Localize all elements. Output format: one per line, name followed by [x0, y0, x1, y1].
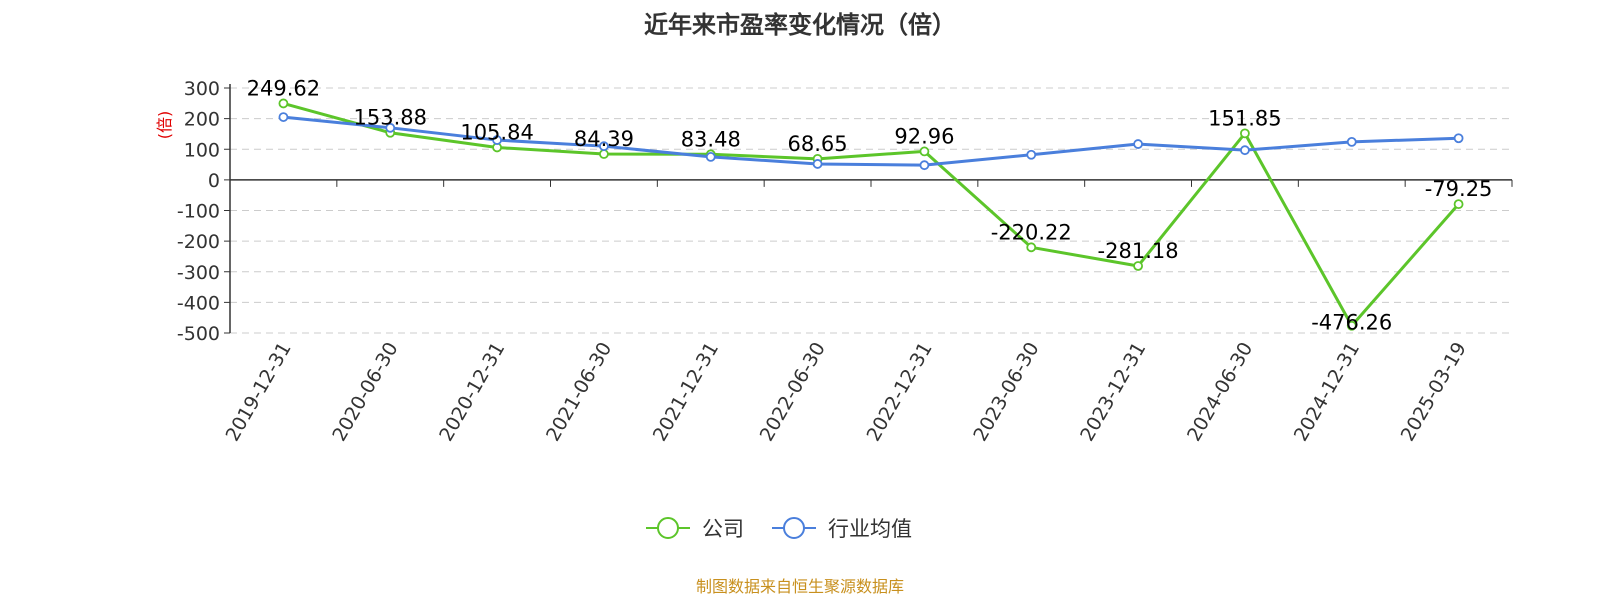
data-point — [919, 146, 930, 157]
data-label: 249.62 — [247, 76, 320, 100]
legend-label: 行业均值 — [828, 517, 912, 541]
data-point — [1453, 199, 1464, 210]
x-tick-label: 2019-12-31 — [221, 339, 295, 446]
legend-item-0[interactable]: 公司 — [646, 517, 744, 541]
data-label: -281.18 — [1098, 239, 1179, 263]
x-tick-label: 2023-12-31 — [1076, 339, 1150, 446]
data-point — [1346, 320, 1357, 331]
x-tick-label: 2023-06-30 — [969, 339, 1043, 446]
y-tick-label: 0 — [208, 170, 220, 192]
data-point — [1026, 242, 1037, 253]
data-source: 制图数据来自恒生聚源数据库 — [696, 577, 904, 596]
data-point — [812, 159, 823, 169]
y-tick-label: -200 — [177, 231, 220, 253]
legend-item-1[interactable]: 行业均值 — [772, 517, 912, 541]
legend-label: 公司 — [702, 517, 744, 541]
x-tick-label: 2024-12-31 — [1290, 339, 1364, 446]
y-tick-label: -100 — [177, 201, 220, 223]
x-tick-label: 2022-12-31 — [862, 339, 936, 446]
series-layer — [278, 98, 1464, 331]
data-point — [599, 141, 609, 152]
data-label: -79.25 — [1425, 177, 1493, 201]
y-tick-label: 200 — [184, 109, 220, 131]
x-tick-label: 2024-06-30 — [1183, 339, 1257, 446]
data-point — [1453, 133, 1464, 144]
data-point — [492, 135, 502, 145]
data-point — [1240, 145, 1250, 156]
series-line-0 — [283, 101, 1460, 328]
chart-title: 近年来市盈率变化情况（倍） — [644, 11, 956, 39]
data-label: 151.85 — [1208, 106, 1281, 130]
x-tick-label: 2021-06-30 — [542, 339, 616, 446]
x-tick-label: 2022-06-30 — [756, 339, 830, 446]
data-label: 105.84 — [460, 120, 533, 144]
legend[interactable]: 公司 行业均值 — [646, 517, 912, 541]
data-label: 68.65 — [788, 132, 848, 156]
data-label: 83.48 — [681, 127, 741, 151]
y-tick-label: -500 — [177, 323, 220, 345]
legend-marker — [657, 517, 679, 539]
legend-marker — [783, 517, 805, 539]
grid-lines — [230, 87, 1512, 334]
data-point — [278, 98, 289, 109]
data-point — [1026, 149, 1037, 160]
data-point — [599, 149, 609, 159]
y-tick-label: 300 — [184, 78, 220, 100]
y-tick-label: -300 — [177, 262, 220, 284]
data-point — [385, 122, 396, 133]
data-label: 153.88 — [354, 106, 427, 130]
data-point — [919, 160, 930, 171]
data-point — [1240, 128, 1250, 139]
data-point — [1133, 261, 1143, 271]
data-label: -476.26 — [1311, 311, 1392, 335]
x-tick-label: 2025-03-19 — [1397, 339, 1471, 446]
x-tick-label: 2020-06-30 — [328, 339, 402, 446]
data-point — [705, 152, 716, 162]
data-label: 84.39 — [574, 127, 634, 151]
data-point — [1346, 136, 1357, 147]
data-point — [278, 112, 289, 122]
y-axis-label: (倍) — [155, 111, 174, 140]
data-labels: 249.62 153.88 105.84 84.39 83.48 68.65 92.96 -2… — [247, 76, 1493, 334]
data-label: -220.22 — [991, 220, 1072, 244]
y-tick-label: 100 — [184, 139, 220, 161]
x-tick-label: 2020-12-31 — [435, 339, 509, 446]
series-line-1 — [283, 115, 1459, 167]
data-point — [1133, 139, 1143, 149]
y-tick-label: -400 — [177, 292, 220, 314]
x-tick-label: 2021-12-31 — [649, 339, 723, 446]
data-label: 92.96 — [894, 124, 954, 148]
